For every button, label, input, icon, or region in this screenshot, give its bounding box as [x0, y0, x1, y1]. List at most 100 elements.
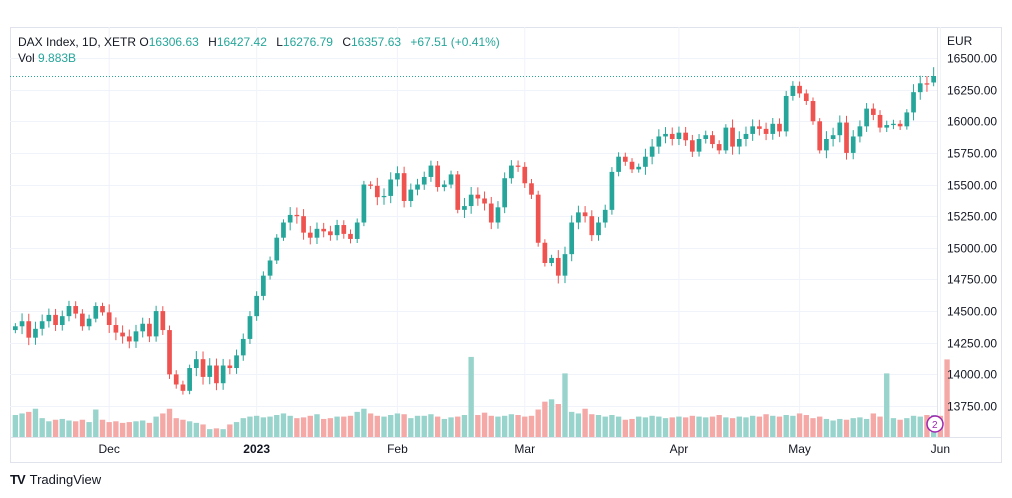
candle-body — [80, 313, 85, 327]
price-tick-label: 16000.00 — [947, 115, 997, 129]
volume-bar — [843, 419, 850, 437]
candle-body — [120, 332, 125, 337]
volume-bar — [119, 422, 126, 437]
candle-body — [488, 203, 494, 223]
candle-body — [408, 189, 414, 201]
volume-bar — [709, 416, 716, 437]
candle-body — [482, 198, 487, 204]
volume-bar — [361, 408, 367, 437]
event-marker-icon[interactable]: 2 — [926, 415, 944, 433]
candle-body — [227, 365, 233, 369]
volume-label: Vol — [18, 51, 35, 65]
volume-bar — [166, 408, 173, 437]
volume-bar — [408, 418, 414, 437]
volume-bar — [381, 416, 387, 437]
volume-bar — [528, 415, 535, 437]
grid-lines — [10, 27, 941, 437]
price-tick-label: 15500.00 — [947, 179, 997, 193]
candle-body — [173, 374, 179, 385]
candle-body — [113, 325, 119, 333]
candle-body — [281, 222, 286, 238]
time-tick-label: Dec — [99, 442, 120, 456]
candle-body — [917, 83, 923, 93]
candle-body — [133, 331, 139, 342]
volume-bar — [629, 418, 635, 437]
candle-body — [381, 195, 387, 198]
volume-bar — [347, 415, 354, 437]
candle-body — [696, 138, 702, 152]
volume-bar — [857, 417, 863, 437]
volume-bar — [200, 424, 206, 437]
volume-value: 9.883B — [38, 51, 77, 65]
volume-bar — [113, 421, 119, 437]
candle-body — [562, 254, 568, 276]
candle-body — [817, 121, 823, 151]
candle-body — [193, 359, 199, 369]
volume-bar — [622, 419, 628, 437]
candle-body — [649, 146, 655, 157]
open-label: O — [139, 35, 149, 49]
volume-bar — [26, 411, 32, 437]
volume-bar — [227, 424, 233, 437]
time-tick-label: May — [788, 442, 811, 456]
candle-body — [354, 222, 360, 239]
candle-body — [441, 184, 447, 188]
tradingview-branding[interactable]: TV TradingView — [10, 472, 101, 487]
candle-body — [576, 212, 581, 223]
volume-bar — [160, 413, 166, 437]
volume-bar — [106, 422, 112, 437]
candle-body — [140, 323, 146, 332]
volume-bar — [280, 413, 287, 437]
candle-body — [220, 365, 226, 384]
volume-bar — [19, 413, 25, 437]
time-tick-label: 2023 — [243, 442, 270, 456]
volume-bar — [99, 419, 106, 437]
price-scale: 13750.00 14000.00 14250.00 14500.00 14750.00… — [947, 52, 997, 414]
candle-body — [106, 312, 112, 326]
volume-bar — [555, 404, 561, 437]
candle-body — [401, 173, 407, 201]
price-tick-label: 15250.00 — [947, 210, 997, 224]
volume-bar — [944, 359, 950, 437]
volume-bar — [46, 421, 52, 437]
volume-bar — [213, 428, 220, 437]
candle-body — [167, 330, 172, 375]
candle-body — [529, 183, 534, 195]
volume-bar — [756, 416, 763, 437]
volume-bar — [133, 421, 139, 437]
symbol-label: DAX Index, 1D, XETR — [18, 35, 137, 49]
time-tick-label: Feb — [387, 442, 408, 456]
candle-body — [797, 85, 802, 94]
candle-body — [421, 176, 427, 185]
volume-bar — [636, 416, 642, 437]
volume-bar — [260, 417, 267, 437]
candle-body — [301, 216, 306, 233]
candle-body — [247, 316, 253, 339]
candle-body — [783, 95, 789, 132]
volume-bar — [729, 418, 736, 437]
volume-bar — [917, 416, 923, 437]
volume-bars — [12, 356, 950, 437]
candle-body — [448, 174, 454, 185]
candle-body — [549, 257, 554, 264]
candle-body — [891, 123, 896, 126]
candle-body — [535, 194, 541, 243]
volume-bar — [327, 418, 334, 437]
candle-body — [870, 108, 876, 115]
candle-body — [723, 127, 729, 151]
candle-body — [66, 306, 72, 317]
candle-body — [857, 126, 863, 137]
price-tick-label: 16500.00 — [947, 52, 997, 66]
volume-bar — [810, 418, 816, 437]
volume-bar — [126, 422, 132, 437]
time-scale: Dec 2023 Feb Mar Apr May Jun — [99, 442, 951, 456]
candle-body — [287, 214, 293, 223]
volume-bar — [743, 417, 749, 437]
volume-bar — [522, 416, 528, 437]
candle-body — [844, 122, 849, 153]
candle-body — [884, 125, 890, 128]
high-value: 16427.42 — [216, 35, 267, 49]
volume-bar — [736, 416, 742, 437]
volume-bar — [481, 412, 488, 437]
